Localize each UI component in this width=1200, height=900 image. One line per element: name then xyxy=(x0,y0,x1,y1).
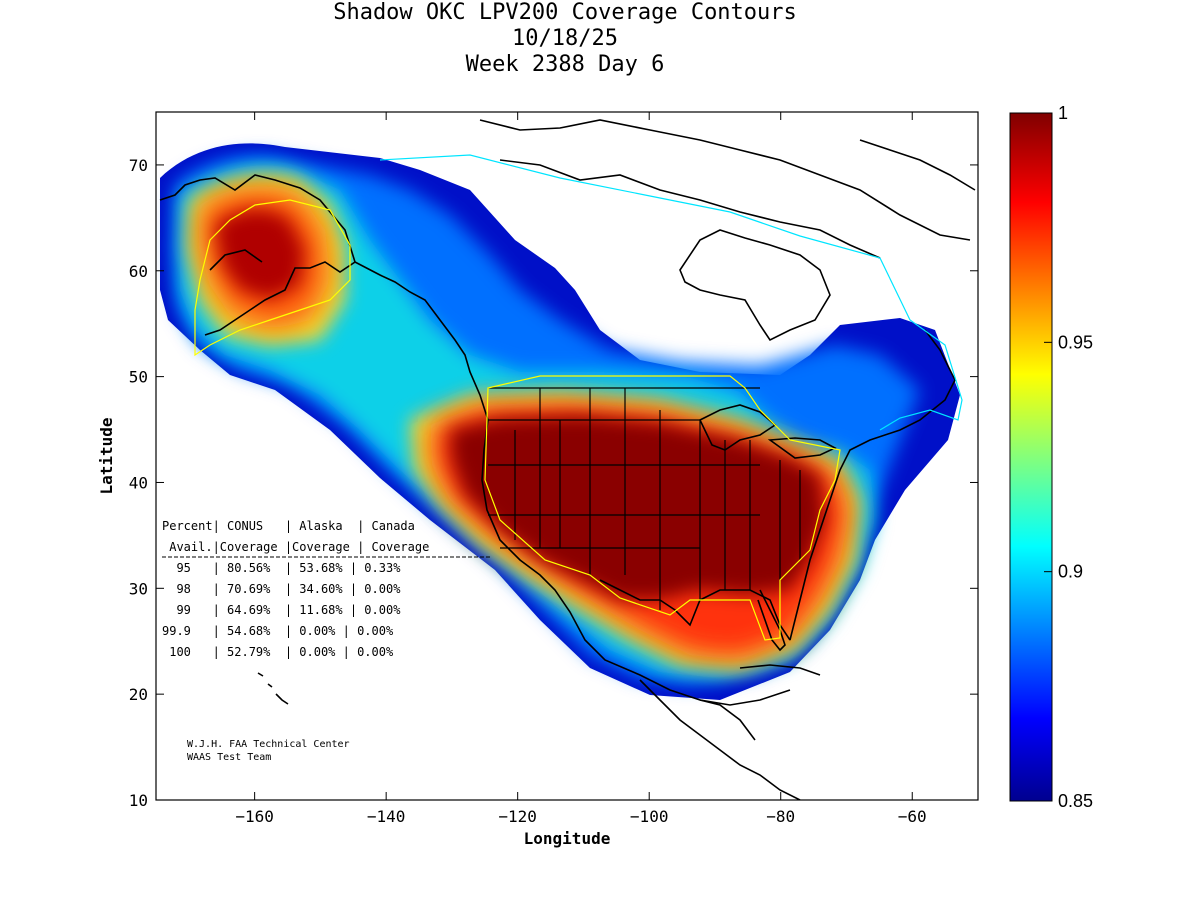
x-tick-label: −160 xyxy=(235,807,274,826)
us-state-lines xyxy=(488,387,801,610)
stats-row: 99.9 | 54.68% | 0.00% | 0.00% xyxy=(162,624,394,638)
credit-line-1: W.J.H. FAA Technical Center xyxy=(187,739,350,750)
stats-row: 99 | 64.69% | 11.68% | 0.00% xyxy=(162,603,401,617)
hawaii xyxy=(257,672,289,705)
cuba xyxy=(739,664,821,676)
hudson-bay xyxy=(679,229,831,342)
contour-1.0-conus xyxy=(450,415,825,600)
axis-ticks xyxy=(156,112,978,801)
conus-service-area xyxy=(484,375,841,641)
colorbar xyxy=(1009,112,1053,802)
x-tick-label: −120 xyxy=(498,807,537,826)
arctic-islands xyxy=(479,119,976,259)
colorbar-tick-label: 1 xyxy=(1058,103,1068,123)
y-tick-label: 50 xyxy=(129,368,148,387)
colorbar-tick-label: 0.9 xyxy=(1058,562,1083,582)
chart-title-week: Week 2388 Day 6 xyxy=(465,52,665,77)
mexico-central xyxy=(639,679,801,800)
alaska-service-area xyxy=(194,199,351,357)
contour-1.0-alaska xyxy=(215,209,305,300)
stats-table: Percent| CONUS | Alaska | Canada Avail.|… xyxy=(162,519,490,659)
canada-boundary xyxy=(379,154,963,431)
x-tick-label: −100 xyxy=(630,807,669,826)
y-axis-label: Latitude xyxy=(97,417,116,494)
florida xyxy=(757,589,786,652)
y-tick-label: 30 xyxy=(129,579,148,598)
plot-frame xyxy=(155,111,979,801)
service-area-boundaries xyxy=(194,154,963,641)
y-tick-label: 70 xyxy=(129,156,148,175)
stats-header-1: Percent| CONUS | Alaska | Canada xyxy=(162,519,415,533)
chart-title-line1: Shadow OKC LPV200 Coverage Contours xyxy=(333,0,797,25)
x-tick-label: −80 xyxy=(766,807,795,826)
credit-block: W.J.H. FAA Technical Center WAAS Test Te… xyxy=(187,739,350,763)
colorbar-ticks: 0.85 0.9 0.95 1 xyxy=(1044,103,1093,811)
colorbar-tick-label: 0.95 xyxy=(1058,332,1093,352)
y-tick-label: 60 xyxy=(129,262,148,281)
us-west-coast xyxy=(481,419,791,706)
great-lakes xyxy=(698,404,837,459)
stats-row: 100 | 52.79% | 0.00% | 0.00% xyxy=(162,645,394,659)
credit-line-2: WAAS Test Team xyxy=(187,752,271,763)
chart-title-date: 10/18/25 xyxy=(512,26,618,51)
x-tick-label: −60 xyxy=(898,807,927,826)
gulf-coast xyxy=(599,329,956,641)
stats-header-2: Avail.|Coverage |Coverage | Coverage xyxy=(162,540,429,554)
stats-row: 98 | 70.69% | 34.60% | 0.00% xyxy=(162,582,401,596)
colorbar-tick-label: 0.85 xyxy=(1058,791,1093,811)
x-tick-label: −140 xyxy=(367,807,406,826)
y-tick-label: 40 xyxy=(129,473,148,492)
stats-row: 95 | 80.56% | 53.68% | 0.33% xyxy=(162,561,401,575)
x-axis-label: Longitude xyxy=(524,829,611,848)
y-tick-label: 20 xyxy=(129,685,148,704)
bc-coast xyxy=(354,261,489,421)
axis-tick-labels: −160 −140 −120 −100 −80 −60 10 20 30 40 50 60 70 xyxy=(129,156,927,826)
y-tick-label: 10 xyxy=(129,791,148,810)
